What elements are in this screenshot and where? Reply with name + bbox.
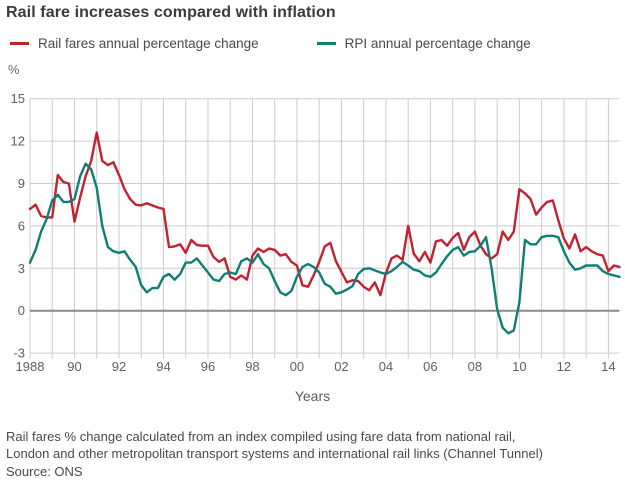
y-tick-label: 15 xyxy=(11,91,25,106)
footnote: Rail fares % change calculated from an i… xyxy=(6,428,618,462)
y-tick-label: 9 xyxy=(18,176,25,191)
rpi-line xyxy=(28,162,621,335)
x-tick-label: 98 xyxy=(245,359,259,374)
footnote-line-2: London and other metropolitan transport … xyxy=(6,446,543,461)
x-tick-label: 92 xyxy=(112,359,126,374)
rail-fares-line-swatch xyxy=(10,42,29,45)
footnote-line-1: Rail fares % change calculated from an i… xyxy=(6,429,516,444)
rail-fares-line xyxy=(28,131,621,297)
legend: Rail fares annual percentage change RPI … xyxy=(10,36,531,51)
y-tick-label: -3 xyxy=(13,346,25,361)
chart-title: Rail fare increases compared with inflat… xyxy=(6,4,336,21)
legend-item-rpi: RPI annual percentage change xyxy=(316,36,531,51)
x-axis-title: Years xyxy=(294,388,331,404)
x-tick-label: 96 xyxy=(201,359,215,374)
x-tick-label: 08 xyxy=(468,359,482,374)
x-tick-label: 04 xyxy=(379,359,393,374)
x-tick-label: 94 xyxy=(156,359,170,374)
x-tick-label: 14 xyxy=(601,359,615,374)
x-tick-label: 90 xyxy=(67,359,81,374)
y-tick-label: 12 xyxy=(11,134,25,149)
x-tick-label: 12 xyxy=(557,359,571,374)
rpi-legend-label: RPI annual percentage change xyxy=(344,36,531,51)
y-axis-unit-label: % xyxy=(8,62,20,77)
y-tick-label: 3 xyxy=(18,261,25,276)
x-tick-label: 10 xyxy=(512,359,526,374)
y-tick-label: 0 xyxy=(18,303,25,318)
rail-fares-legend-label: Rail fares annual percentage change xyxy=(38,36,259,51)
rpi-line-swatch xyxy=(316,42,336,45)
x-tick-label: 06 xyxy=(423,359,437,374)
y-tick-label: 6 xyxy=(18,218,25,233)
x-tick-label: 02 xyxy=(334,359,348,374)
x-tick-label: 1988 xyxy=(16,359,45,374)
source-label: Source: ONS xyxy=(6,464,83,479)
x-tick-label: 00 xyxy=(290,359,304,374)
legend-item-rail-fares: Rail fares annual percentage change xyxy=(10,36,259,51)
